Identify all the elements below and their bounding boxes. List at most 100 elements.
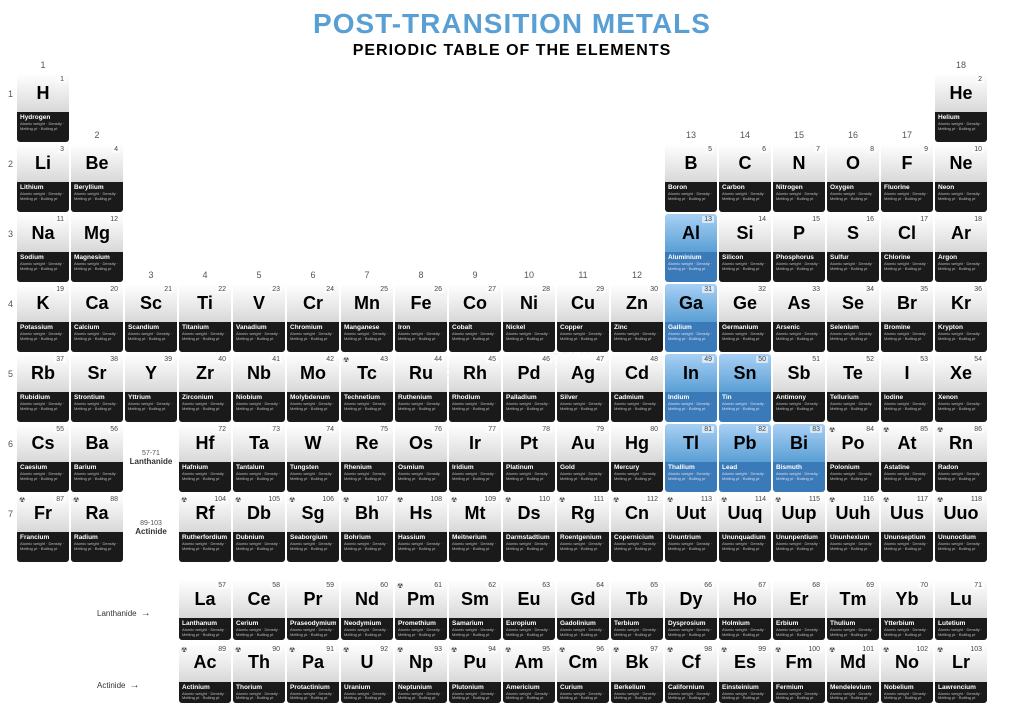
element-details: Atomic weight · Density · Melting pt · B…: [668, 192, 714, 202]
element-symbol: Br: [897, 293, 917, 314]
atomic-number: 33: [810, 286, 822, 293]
element-name: Cadmium: [614, 394, 660, 401]
element-symbol: Pm: [407, 589, 435, 610]
element-details: Atomic weight · Density · Melting pt · B…: [776, 692, 822, 702]
element-Fm: ☢100FmFermiumAtomic weight · Density · M…: [773, 644, 825, 704]
element-Uut: ☢113UutUnuntriumAtomic weight · Density …: [665, 494, 717, 562]
column-number: 13: [665, 130, 717, 140]
element-name: Selenium: [830, 324, 876, 331]
element-symbol: Cl: [898, 223, 916, 244]
element-details: Atomic weight · Density · Melting pt · B…: [884, 192, 930, 202]
element-details: Atomic weight · Density · Melting pt · B…: [290, 628, 336, 638]
element-name: Argon: [938, 254, 984, 261]
element-Re: 75ReRheniumAtomic weight · Density · Mel…: [341, 424, 393, 492]
atomic-number: 48: [648, 356, 660, 363]
element-symbol: Ac: [193, 652, 216, 673]
atomic-number: 26: [432, 286, 444, 293]
element-symbol: Zn: [626, 293, 648, 314]
element-Te: 52TeTelluriumAtomic weight · Density · M…: [827, 354, 879, 422]
element-name: Terbium: [614, 620, 660, 627]
element-name: Neon: [938, 184, 984, 191]
element-name: Indium: [668, 394, 714, 401]
element-Zn: 30ZnZincAtomic weight · Density · Meltin…: [611, 284, 663, 352]
element-Sb: 51SbAntimonyAtomic weight · Density · Me…: [773, 354, 825, 422]
element-Uuq: ☢114UuqUnunquadiumAtomic weight · Densit…: [719, 494, 771, 562]
radioactive-icon: ☢: [613, 496, 619, 504]
element-Pb: 82PbLeadAtomic weight · Density · Meltin…: [719, 424, 771, 492]
atomic-number: 39: [162, 356, 174, 363]
element-Cu: 29CuCopperAtomic weight · Density · Melt…: [557, 284, 609, 352]
element-In: 49InIndiumAtomic weight · Density · Melt…: [665, 354, 717, 422]
element-name: Thorium: [236, 684, 282, 691]
element-Cl: 17ClChlorineAtomic weight · Density · Me…: [881, 214, 933, 282]
element-symbol: Si: [736, 223, 753, 244]
element-Rf: ☢104RfRutherfordiumAtomic weight · Densi…: [179, 494, 231, 562]
element-details: Atomic weight · Density · Melting pt · B…: [830, 692, 876, 702]
atomic-number: 50: [756, 356, 768, 363]
element-symbol: Yb: [895, 589, 918, 610]
element-symbol: Rg: [571, 503, 595, 524]
element-details: Atomic weight · Density · Melting pt · B…: [722, 472, 768, 482]
element-name: Berkelium: [614, 684, 660, 691]
element-symbol: Sb: [787, 363, 810, 384]
atomic-number: 2: [976, 76, 984, 83]
element-Pd: 46PdPalladiumAtomic weight · Density · M…: [503, 354, 555, 422]
atomic-number: 115: [807, 496, 822, 503]
element-Pa: ☢91PaProtactiniumAtomic weight · Density…: [287, 644, 339, 704]
element-name: Tantalum: [236, 464, 282, 471]
radioactive-icon: ☢: [775, 496, 781, 504]
element-details: Atomic weight · Density · Melting pt · B…: [884, 692, 930, 702]
element-Si: 14SiSiliconAtomic weight · Density · Mel…: [719, 214, 771, 282]
radioactive-icon: ☢: [613, 646, 619, 654]
element-Cd: 48CdCadmiumAtomic weight · Density · Mel…: [611, 354, 663, 422]
atomic-number: 105: [266, 496, 282, 503]
radioactive-icon: ☢: [343, 646, 349, 654]
element-details: Atomic weight · Density · Melting pt · B…: [830, 402, 876, 412]
atomic-number: 7: [814, 146, 822, 153]
element-Cm: ☢96CmCuriumAtomic weight · Density · Mel…: [557, 644, 609, 704]
element-Ag: 47AgSilverAtomic weight · Density · Melt…: [557, 354, 609, 422]
element-name: Magnesium: [74, 254, 120, 261]
element-name: Chromium: [290, 324, 336, 331]
element-symbol: Au: [571, 433, 595, 454]
element-name: Fluorine: [884, 184, 930, 191]
radioactive-icon: ☢: [937, 496, 943, 504]
element-details: Atomic weight · Density · Melting pt · B…: [614, 332, 660, 342]
element-details: Atomic weight · Density · Melting pt · B…: [74, 262, 120, 272]
element-Pt: 78PtPlatinumAtomic weight · Density · Me…: [503, 424, 555, 492]
element-symbol: Ca: [85, 293, 108, 314]
element-name: Hassium: [398, 534, 444, 541]
element-Pu: ☢94PuPlutoniumAtomic weight · Density · …: [449, 644, 501, 704]
element-symbol: Ho: [733, 589, 757, 610]
element-name: Phosphorus: [776, 254, 822, 261]
main-grid: 12345678910111213141516171812345671HHydr…: [17, 74, 1007, 562]
element-name: Gold: [560, 464, 606, 471]
element-symbol: Al: [682, 223, 700, 244]
radioactive-icon: ☢: [505, 496, 511, 504]
element-symbol: Cm: [568, 652, 597, 673]
element-symbol: Uup: [782, 503, 817, 524]
atomic-number: 53: [918, 356, 930, 363]
column-number: 4: [179, 270, 231, 280]
element-name: Technetium: [344, 394, 390, 401]
element-details: Atomic weight · Density · Melting pt · B…: [776, 402, 822, 412]
lanthanide-label: Lanthanide→: [97, 608, 151, 619]
radioactive-icon: ☢: [937, 646, 943, 654]
atomic-number: 30: [648, 286, 660, 293]
column-number: 18: [935, 60, 987, 70]
atomic-number: 108: [428, 496, 444, 503]
element-Ti: 22TiTitaniumAtomic weight · Density · Me…: [179, 284, 231, 352]
element-details: Atomic weight · Density · Melting pt · B…: [74, 472, 120, 482]
element-symbol: O: [846, 153, 860, 174]
element-Ni: 28NiNickelAtomic weight · Density · Melt…: [503, 284, 555, 352]
element-name: Molybdenum: [290, 394, 336, 401]
element-name: Sulfur: [830, 254, 876, 261]
radioactive-icon: ☢: [829, 646, 835, 654]
column-number: 8: [395, 270, 447, 280]
element-name: Ununseptium: [884, 534, 930, 541]
element-Pm: ☢61PmPromethiumAtomic weight · Density ·…: [395, 580, 447, 640]
element-name: Caesium: [20, 464, 66, 471]
element-details: Atomic weight · Density · Melting pt · B…: [344, 402, 390, 412]
element-name: Xenon: [938, 394, 984, 401]
element-symbol: Es: [734, 652, 756, 673]
